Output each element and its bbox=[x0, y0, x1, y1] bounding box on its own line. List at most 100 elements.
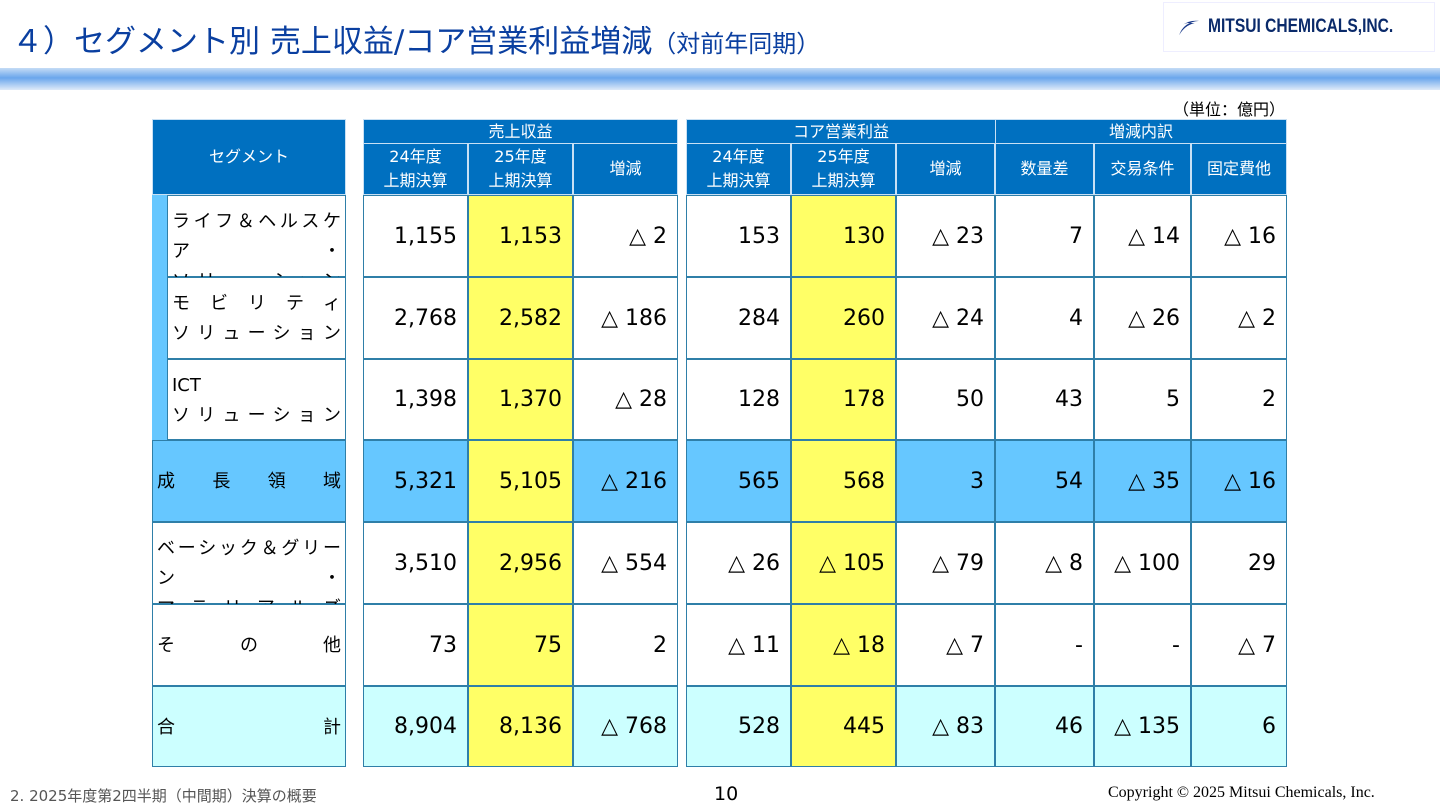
segment-label-line: ICT bbox=[172, 374, 201, 396]
logo-icon bbox=[1179, 20, 1200, 36]
value-cell: △ 7 bbox=[896, 604, 995, 686]
page-title: ４）セグメント別 売上収益/コア営業利益増減（対前年同期） bbox=[12, 16, 820, 61]
value-cell: △ 100 bbox=[1094, 522, 1191, 604]
value-cell: 1,155 bbox=[363, 195, 468, 277]
footer-section: 2. 2025年度第2四半期（中間期）決算の概要 bbox=[10, 787, 317, 805]
header-volume: 数量差 bbox=[995, 143, 1094, 195]
page-number: 10 bbox=[714, 783, 739, 805]
value-cell: △ 14 bbox=[1094, 195, 1191, 277]
value-cell: △ 2 bbox=[573, 195, 678, 277]
header-diff: 増減 bbox=[896, 143, 995, 195]
value-cell: △ 2 bbox=[1191, 277, 1287, 359]
header-core: コア営業利益 bbox=[686, 119, 996, 144]
value-cell: △ 8 bbox=[995, 522, 1094, 604]
header-curr: 25年度 上期決算 bbox=[791, 143, 896, 195]
value-cell: 565 bbox=[686, 440, 791, 522]
value-cell: 260 bbox=[791, 277, 896, 359]
value-cell: 29 bbox=[1191, 522, 1287, 604]
value-cell: △ 554 bbox=[573, 522, 678, 604]
value-cell: △ 83 bbox=[896, 686, 995, 767]
value-cell: △ 26 bbox=[686, 522, 791, 604]
value-cell: 1,370 bbox=[468, 359, 573, 440]
value-cell: 2,582 bbox=[468, 277, 573, 359]
value-cell: 445 bbox=[791, 686, 896, 767]
value-cell: △ 18 bbox=[791, 604, 896, 686]
header-sales: 売上収益 bbox=[363, 119, 678, 144]
logo-text: MITSUI CHEMICALS,INC. bbox=[1208, 16, 1394, 37]
value-cell: △ 7 bbox=[1191, 604, 1287, 686]
value-cell: 8,904 bbox=[363, 686, 468, 767]
header-prev: 24年度 上期決算 bbox=[363, 143, 468, 195]
segment-label: ライフ＆ヘルスケア・ソリューション bbox=[167, 195, 346, 292]
segment-label: ICT ソリューション bbox=[167, 359, 346, 440]
value-cell: 568 bbox=[791, 440, 896, 522]
value-cell: △ 28 bbox=[573, 359, 678, 440]
value-cell: 128 bbox=[686, 359, 791, 440]
title-main: ４）セグメント別 売上収益/コア営業利益増減 bbox=[12, 24, 653, 60]
value-cell: 5,105 bbox=[468, 440, 573, 522]
value-cell: △ 24 bbox=[896, 277, 995, 359]
value-cell: 7 bbox=[995, 195, 1094, 277]
segment-label: 成長領域 bbox=[152, 440, 346, 522]
value-cell: △ 11 bbox=[686, 604, 791, 686]
value-cell: △ 16 bbox=[1191, 440, 1287, 522]
value-cell: 75 bbox=[468, 604, 573, 686]
segment-label: その他 bbox=[152, 604, 346, 686]
value-cell: 178 bbox=[791, 359, 896, 440]
value-cell: 8,136 bbox=[468, 686, 573, 767]
value-cell: △ 105 bbox=[791, 522, 896, 604]
value-cell: 5,321 bbox=[363, 440, 468, 522]
segment-label-line: ソリューション bbox=[172, 323, 341, 344]
company-logo: MITSUI CHEMICALS,INC. bbox=[1163, 2, 1435, 52]
header-breakdown: 増減内訳 bbox=[995, 119, 1287, 144]
unit-label: （単位：億円） bbox=[1172, 100, 1285, 119]
segment-label-line: モビリティ bbox=[172, 293, 341, 314]
segment-label-line: ベーシック＆グリーン・ bbox=[157, 538, 341, 589]
value-cell: 54 bbox=[995, 440, 1094, 522]
value-cell: 2,768 bbox=[363, 277, 468, 359]
value-cell: 130 bbox=[791, 195, 896, 277]
value-cell: 4 bbox=[995, 277, 1094, 359]
value-cell: △ 79 bbox=[896, 522, 995, 604]
title-sub: （対前年同期） bbox=[652, 30, 821, 58]
value-cell: 5 bbox=[1094, 359, 1191, 440]
copyright: Copyright © 2025 Mitsui Chemicals, Inc. bbox=[1108, 784, 1375, 801]
value-cell: - bbox=[1094, 604, 1191, 686]
value-cell: 1,153 bbox=[468, 195, 573, 277]
header-curr: 25年度 上期決算 bbox=[468, 143, 573, 195]
value-cell: 3,510 bbox=[363, 522, 468, 604]
value-cell: 46 bbox=[995, 686, 1094, 767]
header-segment: セグメント bbox=[152, 119, 346, 195]
value-cell: 528 bbox=[686, 686, 791, 767]
value-cell: 50 bbox=[896, 359, 995, 440]
value-cell: △ 35 bbox=[1094, 440, 1191, 522]
value-cell: △ 186 bbox=[573, 277, 678, 359]
segment-label-line: ライフ＆ヘルスケア・ bbox=[172, 211, 341, 262]
value-cell: 284 bbox=[686, 277, 791, 359]
segment-label-line: ソリューション bbox=[172, 404, 341, 426]
segment-label-line: 成長領域 bbox=[157, 471, 341, 492]
value-cell: 2,956 bbox=[468, 522, 573, 604]
value-cell: 43 bbox=[995, 359, 1094, 440]
header-terms: 交易条件 bbox=[1094, 143, 1191, 195]
value-cell: - bbox=[995, 604, 1094, 686]
segment-label: 合計 bbox=[152, 686, 346, 767]
value-cell: △ 23 bbox=[896, 195, 995, 277]
segment-label: モビリティソリューション bbox=[167, 277, 346, 359]
value-cell: △ 135 bbox=[1094, 686, 1191, 767]
header-band bbox=[0, 68, 1440, 90]
value-cell: 2 bbox=[573, 604, 678, 686]
value-cell: △ 216 bbox=[573, 440, 678, 522]
value-cell: △ 26 bbox=[1094, 277, 1191, 359]
segment-label-line: 合計 bbox=[157, 716, 341, 738]
value-cell: 73 bbox=[363, 604, 468, 686]
segment-label-line: その他 bbox=[157, 635, 341, 656]
growth-strip bbox=[152, 195, 168, 440]
value-cell: △ 16 bbox=[1191, 195, 1287, 277]
value-cell: 3 bbox=[896, 440, 995, 522]
header-diff: 増減 bbox=[573, 143, 678, 195]
value-cell: 153 bbox=[686, 195, 791, 277]
header-fixed: 固定費他 bbox=[1191, 143, 1287, 195]
value-cell: △ 768 bbox=[573, 686, 678, 767]
value-cell: 6 bbox=[1191, 686, 1287, 767]
